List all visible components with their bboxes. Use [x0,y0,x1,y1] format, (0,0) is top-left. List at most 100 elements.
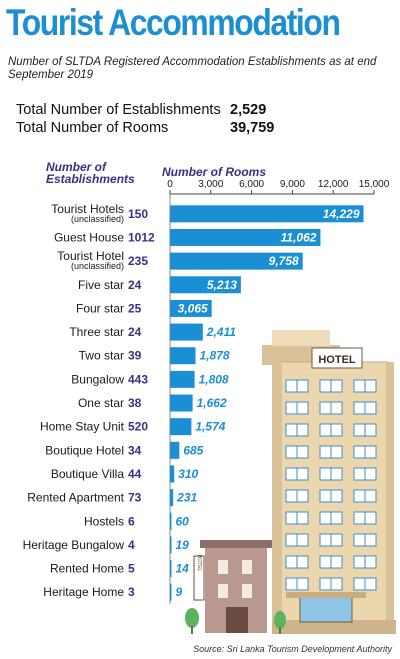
chart-row: Boutique Hotel 34 685 [45,441,204,459]
page-title: Tourist Accommodation [6,2,341,43]
chart-row: Heritage Home 3 9 [43,583,183,601]
rooms-value-label: 3,065 [178,301,208,315]
establishments-value: 4 [128,538,135,552]
category-label: Three star [69,325,124,339]
x-tick-label: 9,000 [280,179,305,190]
chart-row: Guest House 1012 11,062 [54,228,321,246]
source-note: Source: Sri Lanka Tourism Development Au… [193,644,392,654]
establishments-value: 73 [128,491,142,505]
rooms-bar [170,205,364,223]
rooms-value-label: 9 [176,585,183,599]
category-label: Bungalow [71,372,124,386]
chart-rows: Tourist Hotels(unclassified) 150 14,229 Gue… [23,202,364,601]
category-label: Tourist Hotels [51,202,124,216]
establishments-value: 443 [128,372,148,386]
hotel-windows [285,379,377,591]
establishments-value: 3 [128,585,135,599]
rooms-value-label: 310 [178,467,198,481]
chart-row: Tourist Hotels(unclassified) 150 14,229 [51,202,364,224]
hotel-sign-text: HOTEL [318,354,356,366]
category-label: Rented Home [50,562,124,576]
rooms-value-label: 14 [176,562,190,576]
chart-row: Hostels 6 60 [84,512,190,530]
rooms-bar [170,560,172,578]
establishments-value: 34 [128,443,142,457]
rooms-bar [170,347,196,365]
category-label: Two star [79,349,124,363]
establishments-value: 235 [128,254,148,268]
rooms-value-label: 1,662 [197,396,227,410]
x-tick-label: 0 [167,179,173,190]
establishments-value: 39 [128,349,142,363]
chart-row: Heritage Bungalow 4 19 [23,536,190,554]
rooms-value-label: 1,808 [199,372,229,386]
category-note: (unclassified) [71,261,124,271]
establishments-value: 25 [128,301,142,315]
establishments-column-header: Number of Establishments [46,160,135,186]
chart-row: Rented Apartment 73 231 [27,489,197,507]
category-label: Four star [76,301,124,315]
x-tick-label: 3,000 [198,179,223,190]
total-rooms-row: Total Number of Rooms 39,759 [16,120,274,136]
category-label: Guest House [54,230,124,244]
chart-row: Four star 25 3,065 [76,299,212,317]
rooms-value-label: 2,411 [206,325,236,339]
rooms-bar [170,512,172,530]
small-building-illustration: HOTEL [185,540,286,634]
category-label: Rented Apartment [27,491,124,505]
chart-row: Boutique Villa 44 310 [51,465,199,483]
rooms-column-header: Number of Rooms [162,165,267,179]
total-establishments-label: Total Number of Establishments [16,102,221,118]
rooms-value-label: 1,574 [195,420,225,434]
total-establishments-value: 2,529 [230,102,267,118]
x-tick-label: 6,000 [239,179,264,190]
establishments-value: 520 [128,420,148,434]
rooms-value-label: 11,062 [281,230,317,244]
rooms-value-label: 5,213 [207,278,237,292]
rooms-bar [170,276,241,294]
chart-row: Home Stay Unit 520 1,574 [40,418,226,436]
x-tick-label: 12,000 [318,179,349,190]
chart-row: Rented Home 5 14 [50,560,190,578]
total-establishments-row: Total Number of Establishments 2,529 [16,102,266,118]
establishments-value: 38 [128,396,142,410]
chart-row: Three star 24 2,411 [69,323,236,341]
category-label: Five star [78,278,124,292]
rooms-bar [170,299,212,317]
rooms-bar [170,252,303,270]
establishments-value: 44 [128,467,142,481]
chart-row: Tourist Hotel(unclassified) 235 9,758 [57,249,303,271]
category-label: Heritage Home [43,585,124,599]
rooms-bar [170,489,174,507]
category-label: Tourist Hotel [57,249,124,263]
rooms-bar [170,228,321,246]
chart-row: Bungalow 443 1,808 [71,370,229,388]
rooms-bar [170,536,172,554]
rooms-value-label: 9,758 [269,254,299,268]
rooms-value-label: 60 [176,514,190,528]
chart-row: One star 38 1,662 [78,394,227,412]
establishments-value: 5 [128,562,135,576]
total-rooms-value: 39,759 [230,120,275,136]
category-label: Boutique Hotel [45,443,124,457]
category-label: Hostels [84,514,124,528]
category-label: Boutique Villa [51,467,124,481]
total-rooms-label: Total Number of Rooms [16,120,169,136]
rooms-value-label: 1,878 [200,349,230,363]
establishments-value: 24 [128,325,142,339]
category-label: Home Stay Unit [40,420,125,434]
rooms-bar [170,465,175,483]
rooms-bar [170,394,193,412]
rooms-bar [170,323,203,341]
rooms-value-label: 231 [176,491,197,505]
x-tick-label: 15,000 [359,179,390,190]
category-note: (unclassified) [71,214,124,224]
rooms-bar [170,370,195,388]
establishments-value: 24 [128,278,142,292]
establishments-value: 1012 [128,230,155,244]
rooms-bar [170,418,192,436]
rooms-bar [170,583,172,601]
rooms-value-label: 19 [176,538,190,552]
establishments-value: 6 [128,514,135,528]
